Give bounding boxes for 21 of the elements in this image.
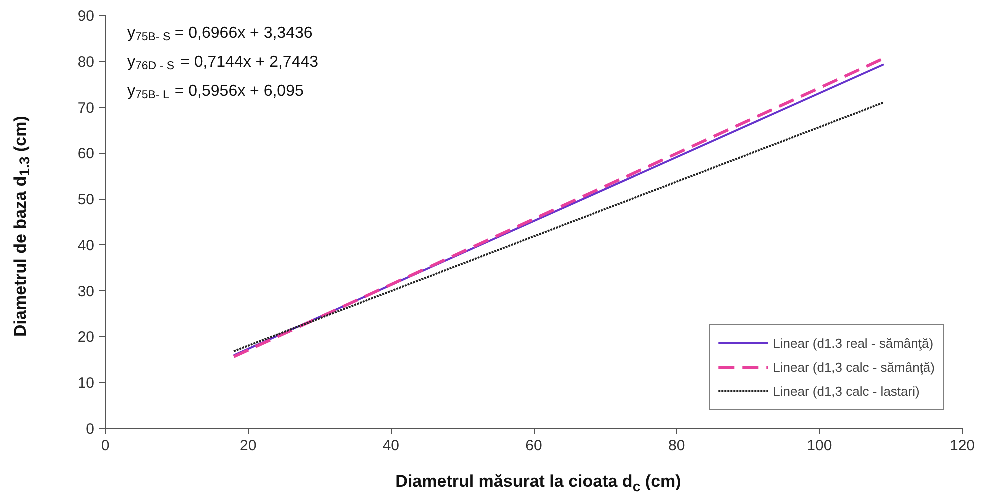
x-tick-label: 120 (950, 438, 976, 454)
y-tick-label: 10 (78, 375, 95, 392)
x-tick-label: 80 (668, 438, 686, 454)
y-tick-label: 50 (78, 192, 95, 209)
y-tick-label: 90 (78, 8, 95, 25)
x-axis-title: Diametrul măsurat la cioata d$_{c}$ (cm) (394, 471, 682, 498)
y-tick-label: 20 (78, 329, 95, 346)
y-tick-label: 30 (78, 283, 95, 300)
y-tick-label: 80 (78, 54, 95, 71)
y-tick-label: 70 (78, 100, 95, 117)
legend-label: Linear (d1,3 calc - sămânţă) (773, 360, 935, 374)
y-tick-label: 0 (86, 421, 94, 438)
x-tick-label: 40 (382, 438, 400, 454)
x-tick-label: 0 (101, 438, 110, 454)
y-tick-label: 40 (78, 237, 95, 254)
x-tick-label: 20 (240, 438, 257, 454)
legend-label: Linear (d1,3 calc - lastari) (773, 384, 920, 398)
x-tick-label: 100 (807, 438, 832, 454)
y-tick-label: 60 (78, 146, 95, 163)
x-tick-label: 60 (526, 438, 542, 454)
legend-label: Linear (d1.3 real - sămânţă) (773, 336, 934, 350)
